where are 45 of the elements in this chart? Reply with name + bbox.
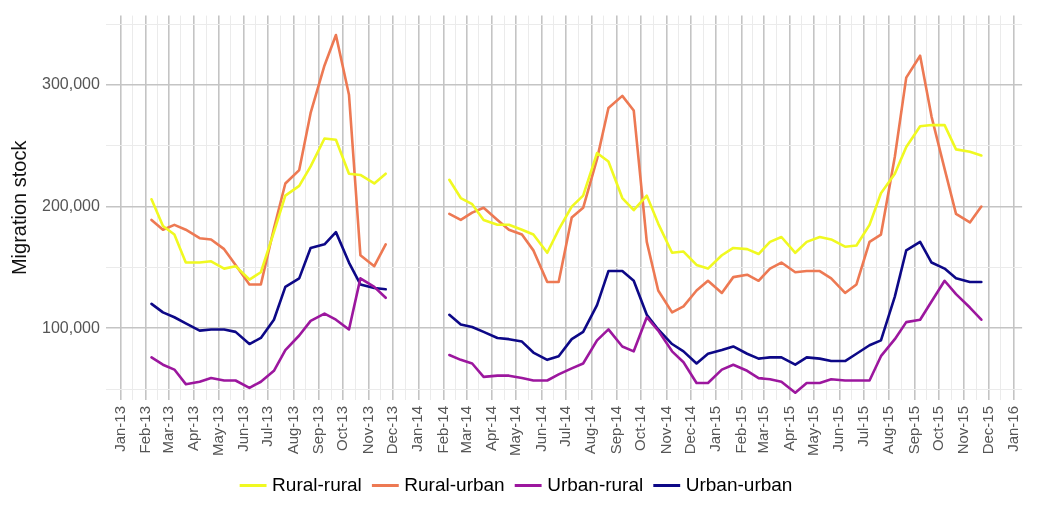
x-tick-label: Jan-13	[110, 405, 128, 452]
x-tick-label: Sep-13	[308, 405, 326, 455]
x-tick-label: Aug-13	[283, 405, 301, 455]
x-tick-label: Jul-14	[556, 405, 574, 447]
x-tick-label: Feb-14	[433, 405, 451, 454]
legend-label: Urban-urban	[685, 473, 793, 495]
x-tick-label: Dec-13	[383, 405, 401, 455]
legend-label: Urban-rural	[547, 473, 644, 495]
x-tick-label: Jul-13	[258, 405, 276, 447]
x-tick-label: Dec-15	[978, 405, 996, 455]
x-tick-label: Jan-15	[706, 405, 724, 452]
x-tick-label: Aug-14	[581, 405, 599, 455]
x-tick-label: Mar-14	[456, 405, 474, 454]
x-tick-label: Sep-14	[606, 405, 624, 455]
y-tick-label: 200,000	[41, 196, 100, 214]
x-tick-label: Oct-15	[929, 405, 947, 451]
x-tick-label: Oct-13	[333, 405, 351, 451]
x-tick-label: Jul-15	[853, 405, 871, 447]
x-tick-label: May-14	[506, 405, 524, 457]
x-tick-label: Mar-13	[158, 405, 176, 454]
x-tick-label: Apr-15	[779, 405, 797, 452]
y-axis-title: Migration stock	[7, 139, 30, 276]
x-tick-label: Jan-16	[1004, 405, 1022, 452]
x-tick-label: Nov-14	[656, 405, 674, 455]
x-tick-label: Nov-15	[954, 405, 972, 455]
x-tick-label: Jun-13	[233, 405, 251, 452]
legend-label: Rural-urban	[404, 473, 505, 495]
y-tick-label: 100,000	[41, 318, 100, 336]
x-tick-label: Jan-14	[408, 405, 426, 452]
x-tick-label: Dec-14	[680, 405, 698, 455]
x-tick-label: Feb-15	[731, 405, 749, 454]
x-tick-label: Nov-13	[358, 405, 376, 455]
x-tick-label: Aug-15	[879, 405, 897, 455]
x-tick-label: Sep-15	[904, 405, 922, 455]
x-tick-label: Apr-14	[481, 405, 499, 452]
x-tick-label: Mar-15	[754, 405, 772, 454]
x-tick-label: Jun-15	[829, 405, 847, 452]
legend-label: Rural-rural	[272, 473, 362, 495]
x-tick-label: Apr-13	[184, 405, 202, 452]
y-tick-label: 300,000	[41, 75, 100, 93]
x-tick-label: Feb-13	[135, 405, 153, 454]
x-tick-label: May-15	[804, 405, 822, 457]
x-tick-label: Jun-14	[531, 405, 549, 452]
x-tick-label: Oct-14	[631, 405, 649, 451]
x-tick-label: May-13	[208, 405, 226, 457]
